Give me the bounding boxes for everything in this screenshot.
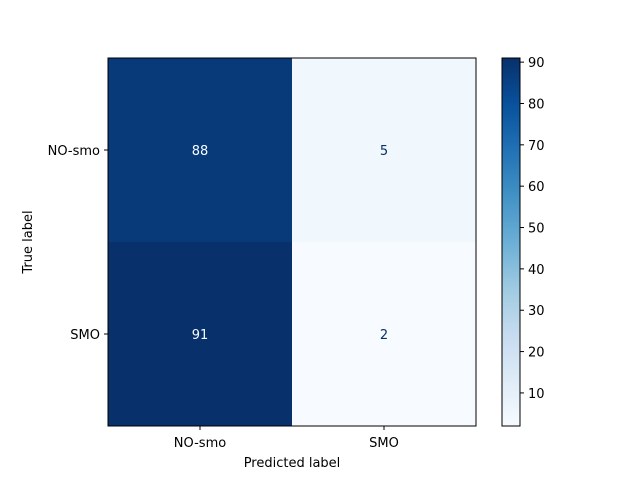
colorbar-tick-label: 20	[528, 346, 545, 361]
x-axis-ticks: NO-smo SMO	[174, 426, 399, 451]
colorbar-tick-label: 30	[528, 304, 545, 319]
colorbar-tick-label: 10	[528, 387, 545, 402]
colorbar-ticks: 10 20 30 40 50 60 70 80 90	[520, 56, 545, 402]
x-tick-label: SMO	[369, 436, 399, 451]
colorbar	[501, 57, 521, 427]
y-axis-ticks: NO-smo SMO	[48, 144, 108, 343]
colorbar-tick-label: 90	[528, 56, 545, 71]
x-tick-label: NO-smo	[174, 436, 226, 451]
cell-value-label: 91	[192, 328, 209, 343]
heatmap-cell	[108, 242, 292, 426]
heatmap-cells: 88 5 91 2	[108, 58, 476, 426]
colorbar-tick-label: 60	[528, 180, 545, 195]
cell-value-label: 5	[380, 144, 388, 159]
y-tick-label: NO-smo	[48, 144, 100, 159]
colorbar-tick-label: 40	[528, 263, 545, 278]
y-axis-label: True label	[21, 210, 36, 274]
cell-value-label: 88	[192, 144, 209, 159]
heatmap-cell	[292, 58, 476, 242]
x-axis-label: Predicted label	[244, 456, 341, 471]
colorbar-tick-label: 50	[528, 222, 545, 237]
plot-frame	[107, 57, 477, 427]
cell-value-label: 2	[380, 328, 388, 343]
heatmap-cell	[108, 58, 292, 242]
colorbar-tick-label: 80	[528, 97, 545, 112]
y-tick-label: SMO	[70, 328, 100, 343]
heatmap-cell	[292, 242, 476, 426]
colorbar-tick-label: 70	[528, 139, 545, 154]
